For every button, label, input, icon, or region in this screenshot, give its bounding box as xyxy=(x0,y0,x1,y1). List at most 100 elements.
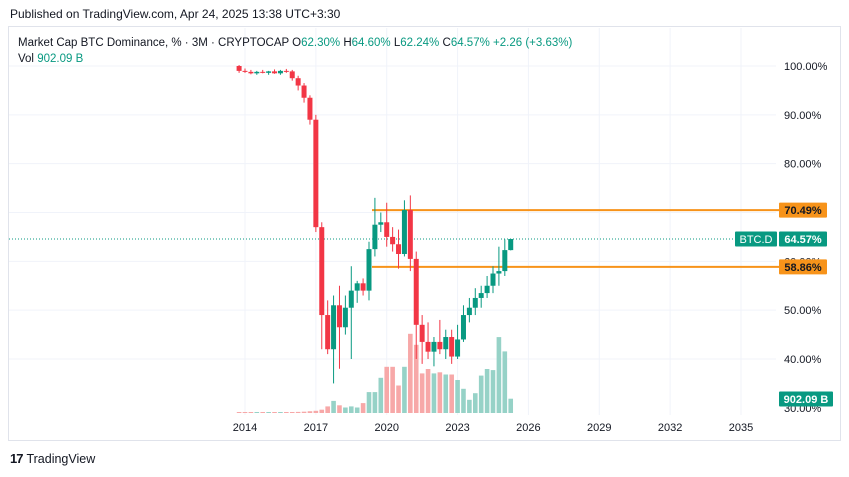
y-tick-label: 100.00% xyxy=(784,61,828,73)
volume-bar xyxy=(272,412,277,413)
x-tick-label: 2029 xyxy=(587,422,611,434)
volume-bar xyxy=(455,380,460,413)
chart-frame xyxy=(8,26,841,441)
volume-bar xyxy=(467,399,472,413)
volume-bar xyxy=(478,375,484,413)
volume-bar xyxy=(496,337,502,413)
legend-high-value: 64.60% xyxy=(351,37,391,49)
legend-open-label: O xyxy=(292,37,302,49)
volume-bar xyxy=(266,412,271,413)
volume-bar xyxy=(366,392,372,413)
volume-bar xyxy=(472,393,478,413)
current-price-label: 64.57% xyxy=(784,234,822,246)
candle xyxy=(372,224,378,250)
candle xyxy=(396,244,402,255)
x-tick-label: 2017 xyxy=(304,422,328,434)
candle xyxy=(242,70,248,72)
price-labels: 70.49% 58.86% 64.57% BTC.D 902.09 B xyxy=(735,202,833,407)
volume-bar xyxy=(484,369,490,413)
candle xyxy=(508,239,514,251)
x-tick-label: 2032 xyxy=(658,422,682,434)
volume-bar xyxy=(413,344,419,413)
volume-tag-bg xyxy=(779,391,833,407)
candle xyxy=(319,227,325,316)
candle xyxy=(478,293,484,298)
candle xyxy=(466,307,472,316)
level-price-label-bg xyxy=(779,202,827,218)
time-axis: 2014 2017 2020 2023 2026 2029 2032 2035 xyxy=(233,422,753,434)
volume-bar xyxy=(254,412,260,413)
candle xyxy=(413,258,419,325)
chart-legend: Market Cap BTC Dominance, % · 3M · CRYPT… xyxy=(18,35,572,67)
volume-bar xyxy=(313,410,319,413)
candle xyxy=(366,249,372,291)
volume-tag: 902.09 B xyxy=(784,394,829,406)
volume-bar xyxy=(248,412,254,413)
y-tick-label: 80.00% xyxy=(784,159,822,171)
candle xyxy=(472,297,478,308)
volume-bar xyxy=(242,412,248,413)
legend-volume-value: 902.09 B xyxy=(37,53,84,65)
volume-bar xyxy=(419,373,425,413)
candle xyxy=(325,315,331,350)
legend-volume-label: Vol xyxy=(18,53,34,65)
legend-symbol[interactable]: Market Cap BTC Dominance, % · 3M · CRYPT… xyxy=(18,37,289,49)
candle xyxy=(437,341,443,350)
x-tick-label: 2026 xyxy=(516,422,540,434)
x-tick-label: 2035 xyxy=(729,422,753,434)
volume-bar xyxy=(431,373,437,413)
candle xyxy=(283,70,289,72)
candle xyxy=(236,66,242,71)
volume-bar xyxy=(289,412,295,413)
x-tick-label: 2014 xyxy=(233,422,257,434)
volume-bar xyxy=(443,374,449,413)
candles xyxy=(236,65,514,384)
legend-high-label: H xyxy=(343,37,352,49)
volume-bars xyxy=(236,333,514,413)
volume-bar xyxy=(331,400,336,413)
footer-brand-name: TradingView xyxy=(26,451,96,466)
candle xyxy=(490,273,496,286)
candle xyxy=(313,119,319,228)
y-tick-label: 50.00% xyxy=(784,305,822,317)
symbol-tag: BTC.D xyxy=(740,234,773,246)
volume-bar xyxy=(437,372,443,413)
level-price-label: 70.49% xyxy=(784,205,822,217)
volume-bar xyxy=(337,405,342,413)
volume-bar xyxy=(307,411,313,413)
candle xyxy=(502,250,508,272)
horizontal-levels xyxy=(9,209,780,268)
volume-bar xyxy=(301,411,307,413)
volume-bar xyxy=(402,366,407,413)
candle xyxy=(390,236,396,245)
candle xyxy=(254,71,260,74)
candle xyxy=(248,71,254,74)
candle xyxy=(301,85,307,98)
volume-bar xyxy=(396,385,401,413)
candle xyxy=(348,290,354,308)
level-price-label-bg xyxy=(779,259,827,275)
volume-bar xyxy=(360,403,366,413)
legend-close-value: 64.57% xyxy=(450,37,490,49)
volume-bar xyxy=(348,406,354,413)
volume-bar xyxy=(408,333,413,413)
volume-bar xyxy=(343,407,348,413)
volume-bar xyxy=(325,406,330,413)
candle xyxy=(443,337,449,350)
volume-bar xyxy=(372,392,378,413)
volume-bar xyxy=(384,366,390,413)
candle xyxy=(449,337,455,357)
candle xyxy=(484,285,490,294)
volume-bar xyxy=(295,411,301,413)
volume-bar xyxy=(449,374,454,413)
legend-change: +2.26 (+3.63%) xyxy=(493,37,573,49)
volume-bar xyxy=(378,377,384,413)
candle xyxy=(277,70,283,74)
candle xyxy=(336,305,342,328)
footer-brand[interactable]: 17 TradingView xyxy=(10,451,95,466)
candle xyxy=(384,222,390,237)
candle xyxy=(431,341,437,352)
candle xyxy=(289,71,295,79)
volume-bar xyxy=(461,388,466,413)
